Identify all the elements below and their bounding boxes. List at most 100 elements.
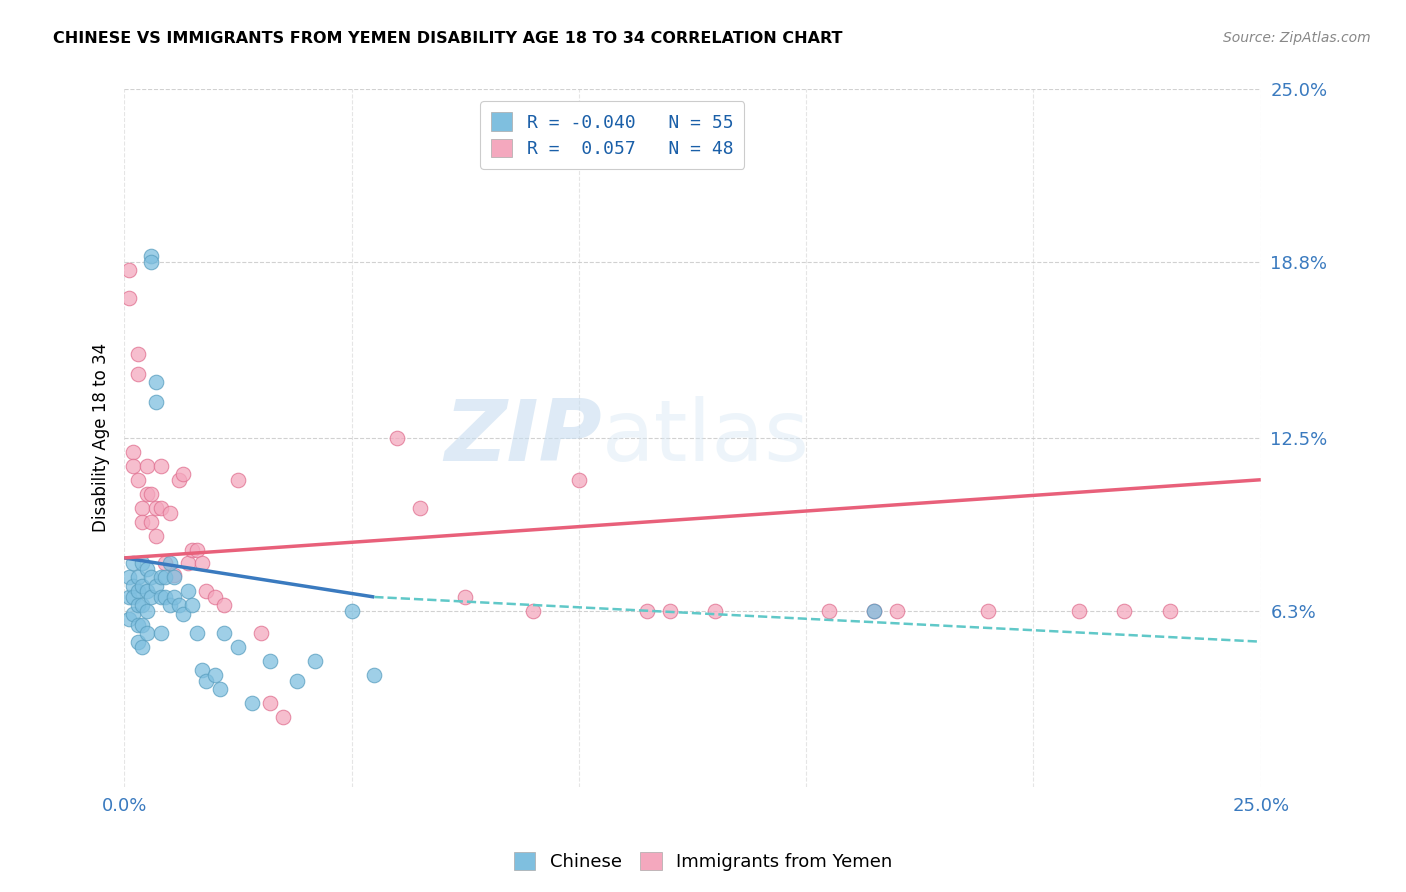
Point	[259, 696, 281, 710]
Point	[118, 263, 141, 277]
Y-axis label: Disability Age 18 to 34: Disability Age 18 to 34	[93, 343, 110, 533]
Point	[190, 663, 212, 677]
Point	[118, 612, 141, 626]
Point	[226, 473, 249, 487]
Point	[136, 584, 159, 599]
Point	[181, 542, 204, 557]
Legend: Chinese, Immigrants from Yemen: Chinese, Immigrants from Yemen	[506, 845, 900, 879]
Point	[172, 607, 194, 621]
Text: CHINESE VS IMMIGRANTS FROM YEMEN DISABILITY AGE 18 TO 34 CORRELATION CHART: CHINESE VS IMMIGRANTS FROM YEMEN DISABIL…	[53, 31, 844, 46]
Point	[212, 599, 235, 613]
Point	[145, 394, 167, 409]
Point	[122, 607, 145, 621]
Point	[118, 590, 141, 604]
Point	[159, 557, 181, 571]
Point	[181, 599, 204, 613]
Point	[167, 473, 190, 487]
Point	[149, 570, 172, 584]
Point	[127, 634, 149, 648]
Point	[1159, 604, 1181, 618]
Legend: R = -0.040   N = 55, R =  0.057   N = 48: R = -0.040 N = 55, R = 0.057 N = 48	[479, 102, 744, 169]
Point	[177, 557, 200, 571]
Point	[141, 590, 163, 604]
Text: ZIP: ZIP	[444, 396, 602, 479]
Point	[131, 640, 153, 655]
Point	[127, 584, 149, 599]
Point	[977, 604, 1000, 618]
Point	[153, 570, 176, 584]
Point	[118, 291, 141, 305]
Point	[658, 604, 681, 618]
Point	[159, 599, 181, 613]
Text: Source: ZipAtlas.com: Source: ZipAtlas.com	[1223, 31, 1371, 45]
Point	[145, 528, 167, 542]
Point	[149, 500, 172, 515]
Point	[886, 604, 908, 618]
Point	[141, 249, 163, 263]
Point	[704, 604, 727, 618]
Point	[127, 618, 149, 632]
Point	[454, 590, 477, 604]
Point	[340, 604, 363, 618]
Point	[136, 604, 159, 618]
Point	[159, 506, 181, 520]
Point	[186, 542, 208, 557]
Point	[127, 473, 149, 487]
Point	[163, 570, 186, 584]
Point	[118, 570, 141, 584]
Point	[522, 604, 544, 618]
Point	[153, 590, 176, 604]
Point	[259, 654, 281, 668]
Point	[172, 467, 194, 482]
Point	[385, 431, 408, 445]
Point	[131, 500, 153, 515]
Point	[186, 626, 208, 640]
Point	[136, 626, 159, 640]
Point	[127, 347, 149, 361]
Point	[568, 473, 591, 487]
Point	[177, 584, 200, 599]
Point	[136, 486, 159, 500]
Point	[636, 604, 658, 618]
Point	[149, 590, 172, 604]
Point	[131, 618, 153, 632]
Point	[122, 445, 145, 459]
Point	[136, 458, 159, 473]
Point	[167, 599, 190, 613]
Point	[249, 626, 271, 640]
Point	[131, 515, 153, 529]
Point	[863, 604, 886, 618]
Point	[273, 710, 295, 724]
Point	[141, 255, 163, 269]
Point	[190, 557, 212, 571]
Point	[127, 367, 149, 381]
Point	[153, 557, 176, 571]
Point	[195, 673, 218, 688]
Point	[145, 375, 167, 389]
Point	[145, 500, 167, 515]
Point	[163, 567, 186, 582]
Point	[145, 579, 167, 593]
Text: atlas: atlas	[602, 396, 810, 479]
Point	[195, 584, 218, 599]
Point	[127, 599, 149, 613]
Point	[122, 557, 145, 571]
Point	[363, 668, 385, 682]
Point	[818, 604, 841, 618]
Point	[141, 515, 163, 529]
Point	[141, 486, 163, 500]
Point	[122, 590, 145, 604]
Point	[149, 458, 172, 473]
Point	[136, 562, 159, 576]
Point	[131, 579, 153, 593]
Point	[212, 626, 235, 640]
Point	[304, 654, 326, 668]
Point	[208, 682, 231, 697]
Point	[131, 557, 153, 571]
Point	[122, 458, 145, 473]
Point	[141, 570, 163, 584]
Point	[127, 570, 149, 584]
Point	[163, 590, 186, 604]
Point	[226, 640, 249, 655]
Point	[122, 579, 145, 593]
